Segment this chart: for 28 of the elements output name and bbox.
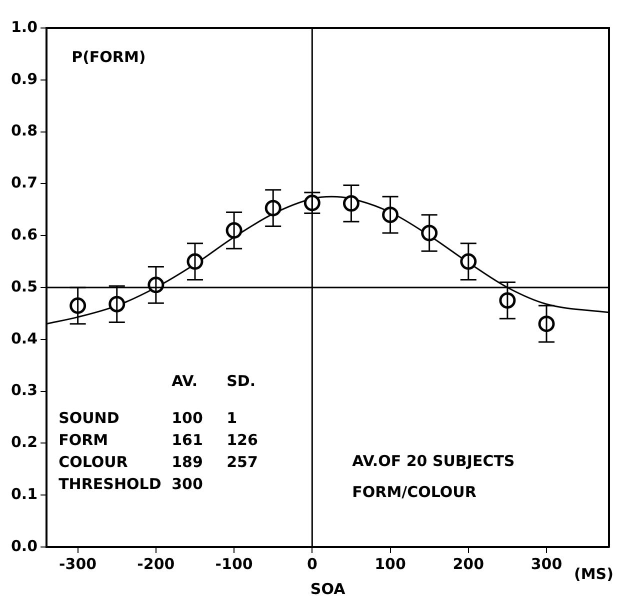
annotation: FORM/COLOUR [352,482,477,501]
y-tick-label: 0.0 [10,536,38,555]
annotation: AV.OF 20 SUBJECTS [352,452,515,470]
y-tick-label: 0.9 [10,70,38,88]
x-tick-label: 200 [452,554,484,573]
y-tick-label: 0.5 [10,277,38,296]
y-tick-label: 0.6 [10,225,38,244]
annotation: THRESHOLD 300 [58,474,203,493]
x-axis-title: SOA [310,580,346,598]
y-tick-label: 0.1 [10,484,38,503]
x-tick-label: 100 [374,554,406,573]
y-tick-label: 0.2 [10,433,38,452]
text: FORM 161 126 [58,430,258,449]
text: (MS) [574,564,614,583]
text: AV. SD. [172,372,256,390]
x-tick-label: -200 [137,554,175,573]
y-tick-label: 0.3 [10,381,38,400]
y-tick-label: 0.7 [10,174,38,192]
text: COLOUR 189 257 [58,452,258,471]
y-tick-label: 1.0 [10,18,38,36]
annotation: P(FORM) [72,48,146,66]
text: SOUND 100 1 [58,408,238,427]
y-tick-label: 0.4 [10,329,38,348]
x-tick-label: -300 [59,554,97,573]
y-tick-label: 0.8 [10,122,38,140]
x-tick-label: 300 [530,554,562,573]
x-tick-label: -100 [215,554,253,573]
x-tick-label: 0 [306,554,318,573]
